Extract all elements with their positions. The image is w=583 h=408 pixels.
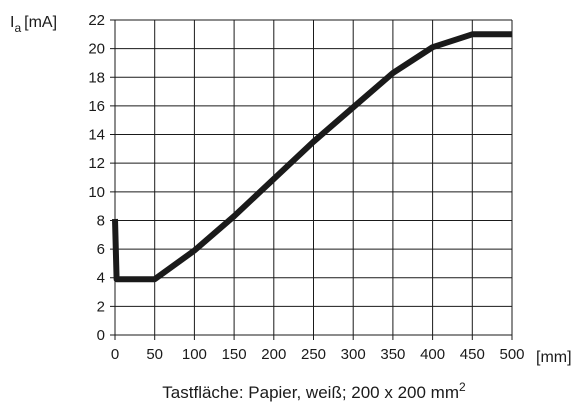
chart-caption-superscript: 2 bbox=[459, 380, 466, 394]
x-tick-label: 0 bbox=[111, 346, 119, 363]
x-tick-label: 100 bbox=[182, 346, 207, 363]
y-tick-label: 10 bbox=[88, 184, 105, 201]
y-tick-label: 16 bbox=[88, 98, 105, 115]
x-tick-label: 400 bbox=[420, 346, 445, 363]
y-tick-label: 18 bbox=[88, 69, 105, 86]
chart-caption-text: Tastfläche: Papier, weiß; 200 x 200 mm bbox=[162, 383, 459, 402]
y-tick-label: 4 bbox=[97, 270, 105, 287]
y-tick-label: 20 bbox=[88, 41, 105, 58]
y-tick-label: 8 bbox=[97, 212, 105, 229]
x-tick-label: 300 bbox=[341, 346, 366, 363]
series-line bbox=[112, 31, 512, 283]
x-tick-label: 150 bbox=[222, 346, 247, 363]
x-axis-label: [mm] bbox=[536, 349, 572, 366]
chart-caption: Tastfläche: Papier, weiß; 200 x 200 mm2 bbox=[162, 380, 466, 402]
x-tick-label: 200 bbox=[261, 346, 286, 363]
y-axis-label-main: I bbox=[10, 14, 14, 31]
y-tick-label: 12 bbox=[88, 155, 105, 172]
y-tick-label: 0 bbox=[97, 327, 105, 344]
x-tick-label: 350 bbox=[380, 346, 405, 363]
y-axis-label-unit: [mA] bbox=[24, 14, 57, 31]
x-tick-label: 50 bbox=[146, 346, 163, 363]
y-tick-label: 14 bbox=[88, 127, 105, 144]
y-tick-label: 22 bbox=[88, 12, 105, 29]
x-tick-label: 500 bbox=[499, 346, 524, 363]
y-tick-label: 2 bbox=[97, 298, 105, 315]
tick-labels: 0 50 100 150 200 250 300 350 400 450 500 0 2 4 6 8 10 12 1… bbox=[88, 12, 524, 363]
x-tick-label: 250 bbox=[301, 346, 326, 363]
x-tick-label: 450 bbox=[460, 346, 485, 363]
y-axis-label: Ia [mA] bbox=[10, 14, 57, 35]
y-tick-label: 6 bbox=[97, 241, 105, 258]
y-axis-label-subscript: a bbox=[14, 21, 21, 35]
grid bbox=[110, 19, 513, 340]
